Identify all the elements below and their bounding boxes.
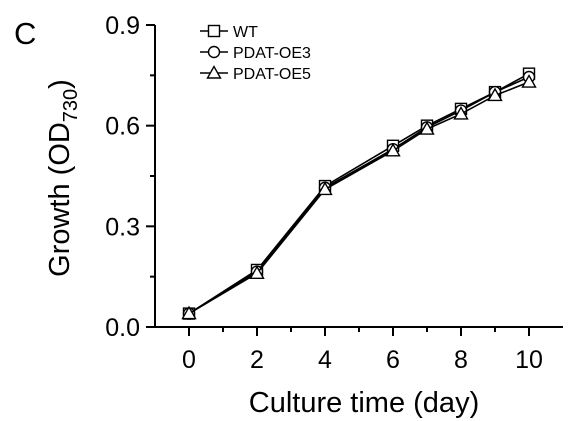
x-tick-label: 10 <box>515 346 543 374</box>
x-tick-label: 2 <box>250 346 264 374</box>
x-tick-label: 4 <box>318 346 332 374</box>
legend-marker <box>206 65 222 79</box>
y-tick-label: 0.3 <box>105 213 140 241</box>
series-line <box>188 76 530 315</box>
data-point <box>521 74 537 88</box>
x-tick-label: 0 <box>182 346 196 374</box>
legend: WT PDAT-OE3 PDAT-OE5 <box>200 24 311 83</box>
legend-label: PDAT-OE5 <box>233 66 311 83</box>
legend-item: WT <box>200 24 258 41</box>
series-pdat-oe5 <box>181 74 537 320</box>
data-point <box>249 265 265 280</box>
series-line <box>188 81 530 315</box>
legend-label: WT <box>233 24 258 41</box>
x-axis-label: Culture time (day) <box>249 387 479 419</box>
y-axis-ticks: 0.0 0.3 0.6 0.9 <box>105 12 155 342</box>
data-point <box>181 305 197 320</box>
series-line <box>188 72 530 315</box>
series-pdat-oe3 <box>182 70 536 320</box>
y-axis-label-close: ) <box>44 79 76 89</box>
y-axis-label: Growth (OD730) <box>44 79 82 277</box>
data-point <box>385 142 401 157</box>
y-axis-label-main: Growth (OD <box>44 122 76 277</box>
y-tick-label: 0.0 <box>105 314 140 342</box>
legend-marker <box>207 24 221 38</box>
data-point <box>487 87 503 102</box>
y-tick-label: 0.6 <box>105 113 140 141</box>
data-point <box>317 181 333 196</box>
x-tick-label: 8 <box>454 346 468 374</box>
legend-label: PDAT-OE3 <box>233 45 311 62</box>
x-axis-ticks: 0 2 4 6 8 10 <box>182 327 543 374</box>
y-tick-label: 0.9 <box>105 12 140 40</box>
data-point <box>419 121 435 135</box>
series-wt <box>182 67 536 320</box>
legend-item: PDAT-OE3 <box>200 45 311 62</box>
x-tick-label: 6 <box>386 346 400 374</box>
legend-item: PDAT-OE5 <box>200 65 311 83</box>
data-point <box>453 105 469 120</box>
panel-label: C <box>14 16 36 51</box>
series-layer <box>181 67 537 320</box>
y-axis-label-subscript: 730 <box>60 89 82 122</box>
legend-marker <box>207 45 221 59</box>
